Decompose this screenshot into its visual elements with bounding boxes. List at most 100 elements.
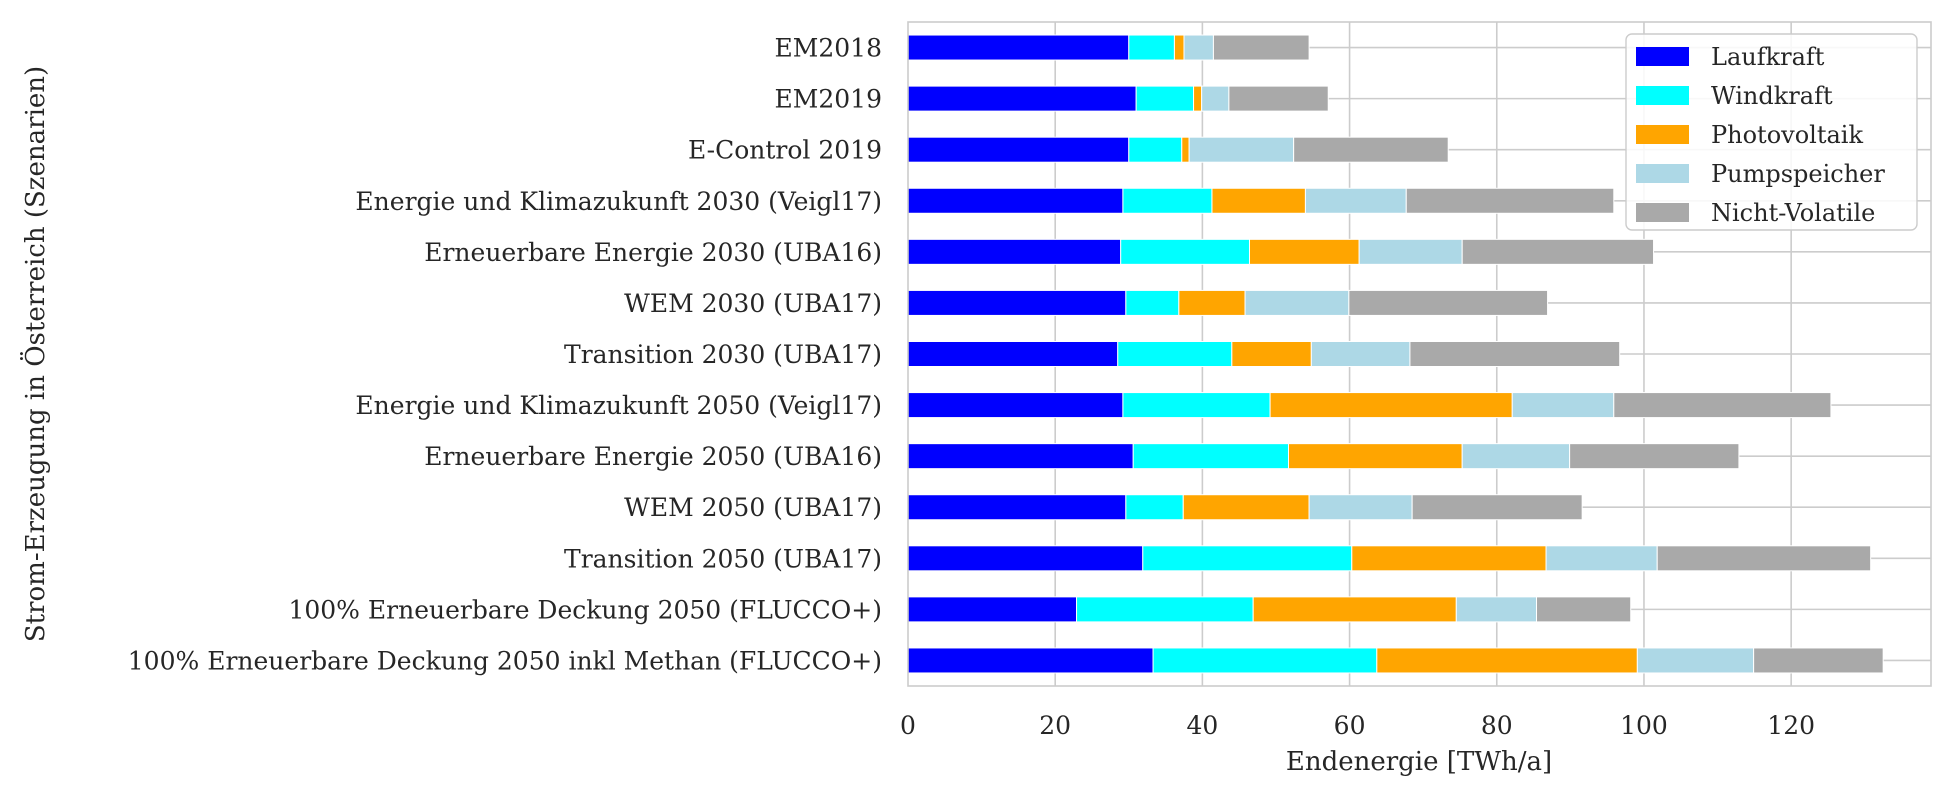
bar-3-3	[1304, 187, 1407, 214]
bar-9-1	[1125, 494, 1184, 521]
bar-7-2	[1269, 392, 1513, 419]
legend-swatch-3	[1636, 164, 1689, 183]
bar-8-4	[1569, 443, 1740, 470]
y-tick-label-7: Energie und Klimazukunft 2050 (Veigl17)	[355, 391, 882, 420]
y-axis-label: Strom-Erzeugung in Österreich (Szenarien…	[19, 66, 51, 642]
y-tick-label-3: Energie und Klimazukunft 2030 (Veigl17)	[355, 187, 882, 216]
bar-0-0	[907, 34, 1130, 61]
bar-7-4	[1613, 392, 1832, 419]
bar-6-2	[1231, 341, 1312, 367]
bar-5-4	[1348, 289, 1549, 316]
y-tick-label-12: 100% Erneuerbare Deckung 2050 inkl Metha…	[128, 646, 882, 675]
y-tick-label-6: Transition 2030 (UBA17)	[564, 340, 882, 369]
legend-swatch-4	[1636, 203, 1689, 222]
bar-2-0	[907, 136, 1130, 163]
bar-5-0	[907, 289, 1127, 316]
bar-4-2	[1248, 238, 1360, 265]
bars	[907, 34, 1884, 674]
bar-9-3	[1308, 494, 1413, 521]
bar-11-1	[1076, 596, 1254, 623]
bar-3-0	[907, 187, 1124, 214]
bar-9-0	[907, 494, 1127, 521]
bar-0-4	[1212, 34, 1310, 61]
legend-label-4: Nicht-Volatile	[1711, 199, 1875, 227]
legend-swatch-0	[1636, 47, 1689, 66]
bar-6-1	[1117, 341, 1233, 367]
y-tick-label-0: EM2018	[775, 34, 882, 63]
bar-6-0	[907, 341, 1119, 367]
bar-8-3	[1461, 443, 1571, 470]
legend-label-3: Pumpspeicher	[1711, 160, 1885, 188]
bar-10-4	[1656, 545, 1872, 572]
x-tick-label-6: 120	[1767, 711, 1815, 740]
x-tick-label-2: 40	[1186, 711, 1218, 740]
bar-10-0	[907, 545, 1144, 572]
legend-label-1: Windkraft	[1711, 82, 1833, 110]
bar-4-1	[1120, 238, 1250, 265]
bar-7-1	[1122, 392, 1271, 419]
bar-1-0	[907, 85, 1137, 112]
bar-0-1	[1128, 34, 1175, 61]
bar-8-0	[907, 443, 1134, 470]
bar-5-2	[1178, 289, 1246, 316]
y-tick-label-8: Erneuerbare Energie 2050 (UBA16)	[424, 442, 882, 471]
bar-5-3	[1244, 289, 1350, 316]
legend-label-2: Photovoltaik	[1711, 121, 1863, 149]
bar-12-0	[907, 647, 1154, 674]
x-axis-label: Endenergie [TWh/a]	[1286, 747, 1552, 777]
bar-11-3	[1455, 596, 1538, 623]
x-tick-label-3: 60	[1334, 711, 1366, 740]
bar-0-2	[1173, 34, 1185, 61]
bar-11-4	[1536, 596, 1632, 623]
legend-swatch-2	[1636, 125, 1689, 144]
x-tick-labels: 0 20 40 60 80 100 120	[900, 711, 1815, 740]
bar-10-3	[1545, 545, 1658, 572]
y-tick-label-4: Erneuerbare Energie 2030 (UBA16)	[424, 238, 882, 267]
bar-1-1	[1135, 85, 1195, 112]
bar-12-4	[1753, 647, 1884, 674]
bar-1-3	[1201, 85, 1230, 112]
bar-6-4	[1409, 341, 1621, 367]
bar-4-4	[1461, 238, 1655, 265]
bar-3-2	[1211, 187, 1306, 214]
bar-11-0	[907, 596, 1078, 623]
legend-label-0: Laufkraft	[1711, 43, 1825, 71]
bar-9-4	[1411, 494, 1583, 521]
bar-6-3	[1310, 341, 1411, 367]
bar-2-3	[1188, 136, 1295, 163]
bar-10-2	[1351, 545, 1547, 572]
bar-12-1	[1152, 647, 1378, 674]
bar-1-4	[1228, 85, 1329, 112]
bar-4-3	[1358, 238, 1463, 265]
y-tick-label-11: 100% Erneuerbare Deckung 2050 (FLUCCO+)	[288, 595, 882, 624]
bar-8-1	[1132, 443, 1289, 470]
bar-0-3	[1183, 34, 1214, 61]
bar-5-1	[1125, 289, 1180, 316]
x-tick-label-4: 80	[1481, 711, 1513, 740]
legend: Laufkraft Windkraft Photovoltaik Pumpspeich…	[1625, 33, 1918, 231]
x-tick-label-0: 0	[900, 711, 916, 740]
y-tick-label-10: Transition 2050 (UBA17)	[564, 544, 882, 573]
bar-7-0	[907, 392, 1124, 419]
bar-8-2	[1287, 443, 1463, 470]
y-tick-label-1: EM2019	[775, 85, 882, 114]
bar-9-2	[1182, 494, 1310, 521]
y-tick-label-2: E-Control 2019	[688, 136, 882, 165]
bar-2-2	[1181, 136, 1190, 163]
bar-2-1	[1128, 136, 1183, 163]
bar-2-4	[1293, 136, 1449, 163]
x-tick-label-1: 20	[1039, 711, 1071, 740]
bar-1-2	[1193, 85, 1203, 112]
bar-3-1	[1122, 187, 1213, 214]
bar-10-1	[1142, 545, 1353, 572]
plot-frame	[907, 21, 1932, 687]
y-tick-label-5: WEM 2030 (UBA17)	[624, 289, 882, 318]
y-tick-label-9: WEM 2050 (UBA17)	[624, 493, 882, 522]
x-tick-label-5: 100	[1620, 711, 1668, 740]
bar-4-0	[907, 238, 1122, 265]
bar-7-3	[1511, 392, 1615, 419]
y-tick-labels: EM2018 EM2019 E-Control 2019 Energie und Kl…	[128, 34, 882, 676]
bar-11-2	[1252, 596, 1457, 623]
bar-12-3	[1636, 647, 1755, 674]
